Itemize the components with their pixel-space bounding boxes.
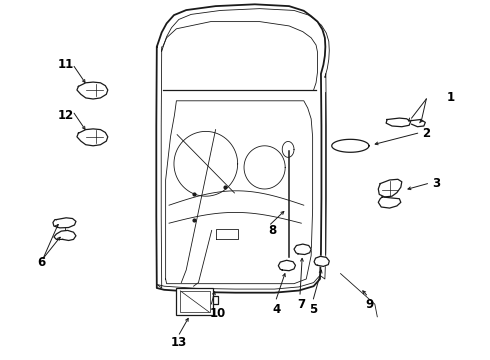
Bar: [180, 291, 210, 312]
Text: 3: 3: [432, 177, 440, 190]
Polygon shape: [386, 118, 411, 127]
Polygon shape: [332, 139, 369, 152]
Polygon shape: [314, 256, 329, 266]
Text: 5: 5: [310, 303, 318, 316]
Bar: [176, 288, 213, 315]
Polygon shape: [294, 244, 311, 255]
Text: 4: 4: [273, 303, 281, 316]
Polygon shape: [278, 260, 295, 271]
Text: 1: 1: [447, 91, 455, 104]
Text: 2: 2: [422, 127, 430, 140]
Polygon shape: [412, 120, 425, 127]
Polygon shape: [77, 82, 108, 99]
Polygon shape: [54, 230, 76, 240]
Polygon shape: [53, 218, 76, 228]
Text: 10: 10: [210, 307, 226, 320]
Polygon shape: [378, 197, 401, 208]
Text: 13: 13: [171, 336, 187, 348]
Text: 7: 7: [297, 298, 305, 311]
Text: 11: 11: [58, 58, 74, 71]
Text: 8: 8: [268, 224, 276, 237]
Text: 6: 6: [38, 256, 46, 269]
Text: 12: 12: [58, 109, 74, 122]
Polygon shape: [378, 179, 402, 197]
Polygon shape: [77, 129, 108, 146]
Text: 9: 9: [366, 298, 374, 311]
